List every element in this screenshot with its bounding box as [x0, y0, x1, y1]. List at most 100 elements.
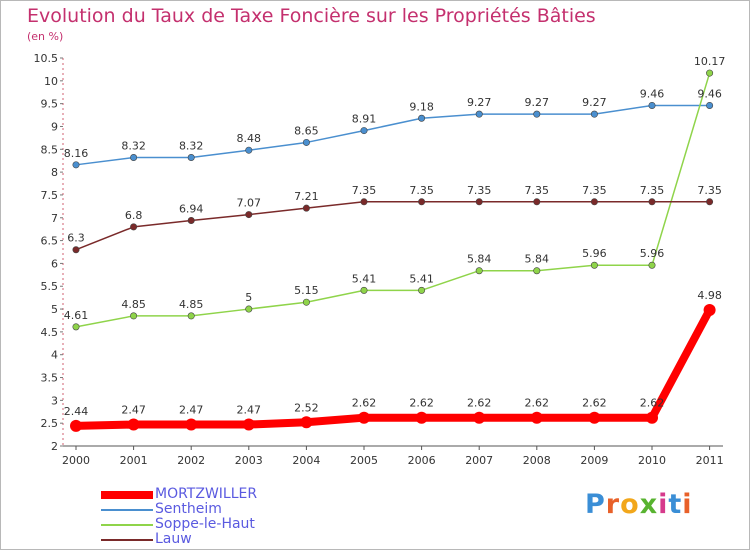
brand-letter: i [658, 489, 669, 520]
data-label: 9.18 [409, 100, 434, 113]
data-point [187, 217, 195, 225]
data-label: 7.35 [582, 184, 607, 197]
data-point [590, 198, 598, 206]
data-label: 8.48 [237, 132, 262, 145]
data-label: 4.98 [697, 289, 722, 302]
data-label: 5.84 [525, 253, 550, 266]
legend-label: Lauw [155, 531, 192, 547]
brand-letter: P [585, 489, 606, 520]
data-label: 2.62 [352, 397, 377, 410]
data-point [648, 198, 656, 206]
y-tick-label: 3 [51, 394, 58, 407]
series-points [70, 69, 716, 432]
data-point [706, 198, 714, 206]
data-label: 5.96 [640, 247, 665, 260]
data-label: 5.15 [294, 284, 319, 297]
data-point [245, 305, 253, 313]
data-label: 9.46 [697, 87, 722, 100]
data-label: 2.62 [467, 397, 492, 410]
data-point [130, 312, 138, 320]
x-tick-label: 2009 [580, 454, 608, 467]
y-tick-label: 6.5 [41, 235, 59, 248]
legend-swatch [101, 538, 153, 541]
data-point [706, 69, 714, 77]
chart-title: Evolution du Taux de Taxe Foncière sur l… [27, 5, 596, 27]
data-point [473, 411, 486, 424]
data-label: 4.85 [121, 298, 146, 311]
data-point [70, 419, 82, 432]
brand-letter: i [682, 489, 693, 520]
data-label: 2.62 [582, 397, 607, 410]
data-point [590, 261, 598, 269]
data-label: 6.3 [67, 232, 85, 245]
data-label: 7.35 [697, 184, 722, 197]
data-label: 5 [245, 291, 252, 304]
data-point [418, 198, 426, 206]
y-tick-label: 9.5 [41, 98, 59, 111]
brand-logo: Proxiti [585, 489, 693, 520]
legend-label: MORTZWILLER [155, 486, 258, 502]
data-label: 8.32 [179, 140, 204, 153]
y-tick-label: 3.5 [41, 372, 59, 385]
data-label: 5.84 [467, 253, 492, 266]
data-point [360, 198, 368, 206]
y-tick-label: 7.5 [41, 189, 59, 202]
data-label: 7.21 [294, 190, 319, 203]
data-label: 2.62 [640, 397, 665, 410]
data-label: 2.47 [237, 404, 262, 417]
y-axis-unit: (en %) [27, 30, 64, 43]
data-labels: 8.16 8.32 8.32 8.48 8.65 8.91 9.18 9.27 9.27 9.27… [64, 55, 726, 418]
legend-item: Soppe-le-Haut [101, 517, 257, 532]
data-point [415, 411, 428, 424]
data-point [475, 267, 483, 275]
data-point [360, 127, 368, 135]
legend-item: Lauw [101, 532, 257, 547]
data-point [245, 211, 253, 219]
series-line-soppe-le-haut [75, 72, 711, 328]
data-point [130, 154, 138, 162]
data-point [648, 261, 656, 269]
y-tick-label: 5 [51, 303, 58, 316]
data-label: 8.91 [352, 113, 377, 126]
brand-letter: r [605, 489, 621, 520]
data-label: 7.35 [525, 184, 550, 197]
x-tick-label: 2003 [235, 454, 263, 467]
data-point [475, 198, 483, 206]
data-label: 7.35 [352, 184, 377, 197]
data-label: 10.17 [694, 55, 726, 68]
data-point [72, 323, 80, 331]
y-tick-label: 4 [51, 349, 58, 362]
data-point [130, 223, 138, 231]
data-point [302, 298, 310, 306]
data-label: 6.94 [179, 203, 204, 216]
data-point [533, 110, 541, 118]
data-label: 7.07 [237, 197, 262, 210]
legend-item: Sentheim [101, 502, 257, 517]
data-label: 2.44 [64, 405, 89, 418]
data-label: 4.61 [64, 309, 89, 322]
data-label: 7.35 [640, 184, 665, 197]
data-point [703, 303, 716, 316]
data-label: 2.62 [409, 397, 434, 410]
data-label: 9.46 [640, 87, 665, 100]
series-lines [72, 72, 714, 430]
data-label: 4.85 [179, 298, 204, 311]
data-point [302, 204, 310, 212]
legend-swatch [101, 508, 153, 511]
data-point [72, 246, 80, 254]
data-label: 5.41 [352, 272, 377, 285]
x-tick-label: 2008 [523, 454, 551, 467]
y-tick-label: 8.5 [41, 143, 59, 156]
data-label: 7.35 [467, 184, 492, 197]
data-point [590, 110, 598, 118]
data-point [530, 411, 543, 424]
y-tick-label: 2 [51, 440, 58, 453]
x-tick-label: 2004 [292, 454, 320, 467]
legend-label: Soppe-le-Haut [155, 516, 255, 532]
data-label: 2.47 [121, 404, 146, 417]
x-tick-label: 2006 [408, 454, 436, 467]
y-tick-label: 2.5 [41, 417, 59, 430]
data-point [475, 110, 483, 118]
data-label: 5.41 [409, 272, 434, 285]
